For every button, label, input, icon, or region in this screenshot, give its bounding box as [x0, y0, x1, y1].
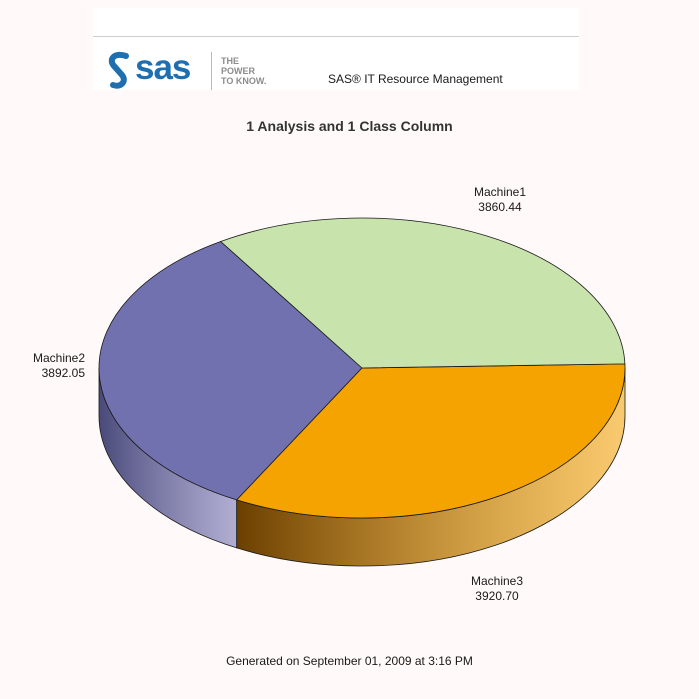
sas-logo: sas THE POWER TO KNOW.	[105, 48, 285, 92]
pie-slice-machine1	[98, 241, 363, 501]
logo-wordmark: sas	[135, 48, 191, 87]
pie-slice-machine3	[219, 217, 626, 369]
sas-swirl-icon	[108, 51, 129, 89]
pie-slice-machine2	[235, 363, 626, 519]
header-band	[93, 8, 579, 90]
slice-value-machine2: 3892.05	[42, 366, 86, 380]
chart-title: 1 Analysis and 1 Class Column	[246, 118, 453, 134]
slice-label-machine3: Machine3	[471, 574, 523, 588]
slice-value-machine1: 3860.44	[478, 200, 522, 214]
header-divider	[93, 36, 579, 37]
app-name: SAS® IT Resource Management	[328, 72, 503, 86]
generated-timestamp: Generated on September 01, 2009 at 3:16 …	[226, 654, 473, 668]
logo-tagline: THE POWER TO KNOW.	[221, 56, 267, 86]
slice-label-machine2: Machine2	[33, 351, 85, 365]
slice-label-machine1: Machine1	[474, 185, 526, 199]
slice-value-machine3: 3920.70	[475, 589, 519, 603]
logo-divider	[211, 52, 212, 90]
